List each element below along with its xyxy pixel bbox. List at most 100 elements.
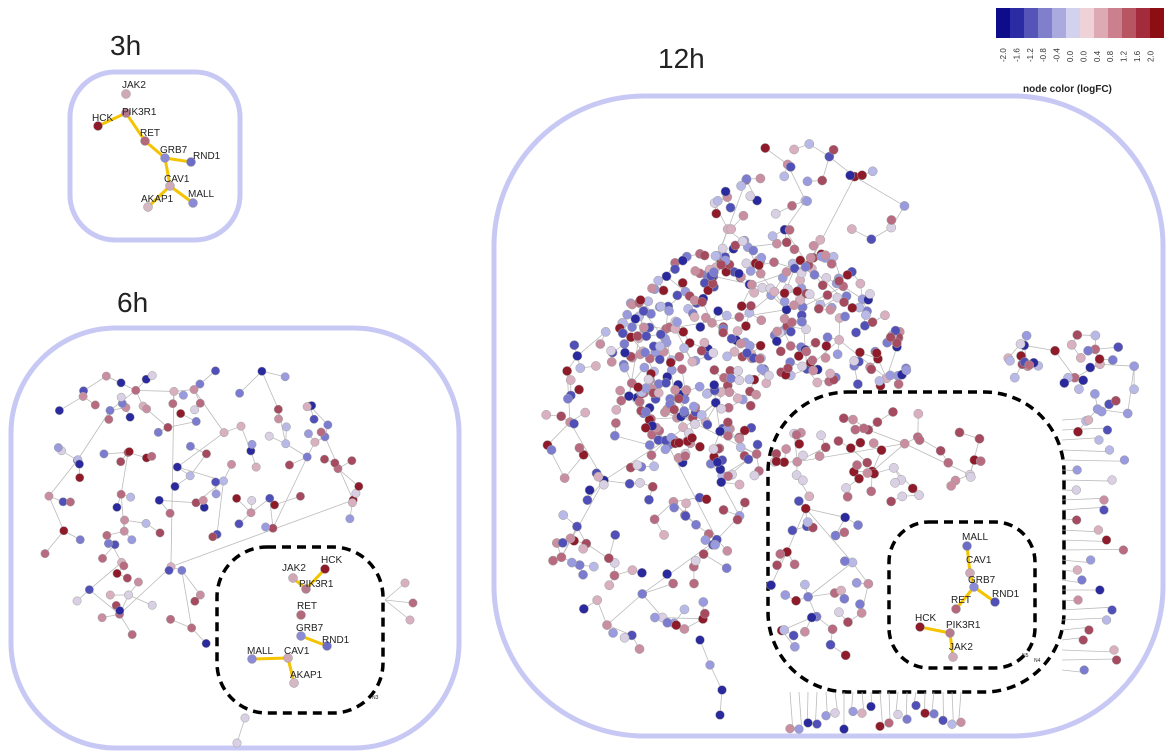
node-label: MALL <box>188 189 215 200</box>
network-node <box>124 590 133 600</box>
network-node <box>824 151 835 162</box>
network-node <box>619 339 630 349</box>
network-node <box>172 462 182 472</box>
panel-12h-title: 12h <box>658 43 705 74</box>
network-node <box>190 405 200 415</box>
network-node <box>588 561 599 572</box>
network-node <box>855 437 866 448</box>
network-edge <box>642 583 674 595</box>
network-node <box>630 314 641 324</box>
legend-swatch <box>1122 8 1136 38</box>
legend-swatch <box>1052 8 1066 38</box>
network-node <box>572 351 583 361</box>
network-node <box>240 713 250 723</box>
network-node <box>640 347 650 358</box>
network-node <box>178 390 188 400</box>
node-ret-3h <box>140 136 150 146</box>
node-label: RET <box>140 128 160 139</box>
network-node <box>723 417 733 428</box>
network-node <box>541 409 552 420</box>
network-node <box>800 262 811 272</box>
network-node <box>725 202 736 213</box>
network-node <box>901 365 912 376</box>
network-node <box>746 301 756 311</box>
network-node <box>122 573 132 583</box>
network-node <box>285 460 294 470</box>
network-node <box>715 710 725 720</box>
node-hck-6h <box>320 564 330 574</box>
network-node <box>166 614 176 624</box>
network-node <box>234 519 244 529</box>
network-node <box>802 196 812 206</box>
network-node <box>726 333 737 344</box>
network-node <box>744 374 755 385</box>
network-node <box>54 406 64 416</box>
network-node <box>649 514 660 525</box>
network-node <box>211 366 220 376</box>
network-node <box>779 288 790 299</box>
network-node <box>861 310 871 320</box>
network-node <box>789 641 800 652</box>
network-edge <box>48 495 65 531</box>
legend-title: node color (logFC) <box>1023 84 1112 95</box>
network-edge <box>1061 479 1113 482</box>
network-node <box>822 290 833 300</box>
core-edge <box>97 111 127 128</box>
network-node <box>845 443 856 453</box>
network-node <box>702 419 713 430</box>
network-node <box>807 355 818 366</box>
network-node <box>640 422 651 433</box>
network-node <box>232 493 242 503</box>
network-node <box>797 361 808 372</box>
node-rnd1-6h <box>322 641 332 651</box>
network-node <box>770 208 781 219</box>
network-node <box>812 377 823 388</box>
network-node <box>679 406 689 416</box>
network-node <box>185 441 195 451</box>
network-edge <box>119 566 172 615</box>
network-node <box>733 366 744 376</box>
network-node <box>674 351 685 362</box>
node-label: PIK3R1 <box>122 107 157 118</box>
node-jak2-12h <box>948 652 958 662</box>
network-node <box>707 318 717 328</box>
network-node <box>840 650 851 661</box>
network-node <box>726 224 737 234</box>
network-node <box>1071 515 1082 525</box>
network-node <box>862 457 873 468</box>
network-node <box>722 351 732 362</box>
network-node <box>595 339 606 349</box>
network-edge <box>1061 449 1110 453</box>
network-node <box>748 245 759 256</box>
network-node <box>219 476 228 486</box>
network-node <box>789 244 800 255</box>
network-node <box>309 414 319 424</box>
network-node <box>800 503 811 514</box>
network-node <box>609 430 620 441</box>
network-node <box>716 477 727 487</box>
network-node <box>712 195 723 206</box>
network-node <box>281 422 291 432</box>
network-node <box>211 489 221 499</box>
network-node <box>638 306 649 316</box>
network-node <box>739 425 750 436</box>
network-node <box>854 473 864 484</box>
network-node <box>649 461 659 472</box>
network-edge <box>714 202 729 230</box>
network-node <box>562 366 572 376</box>
network-node <box>1083 345 1093 356</box>
network-node <box>164 565 174 575</box>
network-node <box>853 379 863 390</box>
network-node <box>647 283 657 294</box>
network-node <box>653 388 664 398</box>
network-node <box>821 711 831 721</box>
network-node <box>839 297 849 308</box>
network-node <box>302 402 312 412</box>
node-label: MALL <box>962 532 989 543</box>
network-node <box>687 433 697 443</box>
node-mall-3h <box>188 198 198 208</box>
network-node <box>797 317 807 327</box>
network-node <box>177 565 187 575</box>
network-node <box>849 356 860 366</box>
network-node <box>808 365 818 376</box>
